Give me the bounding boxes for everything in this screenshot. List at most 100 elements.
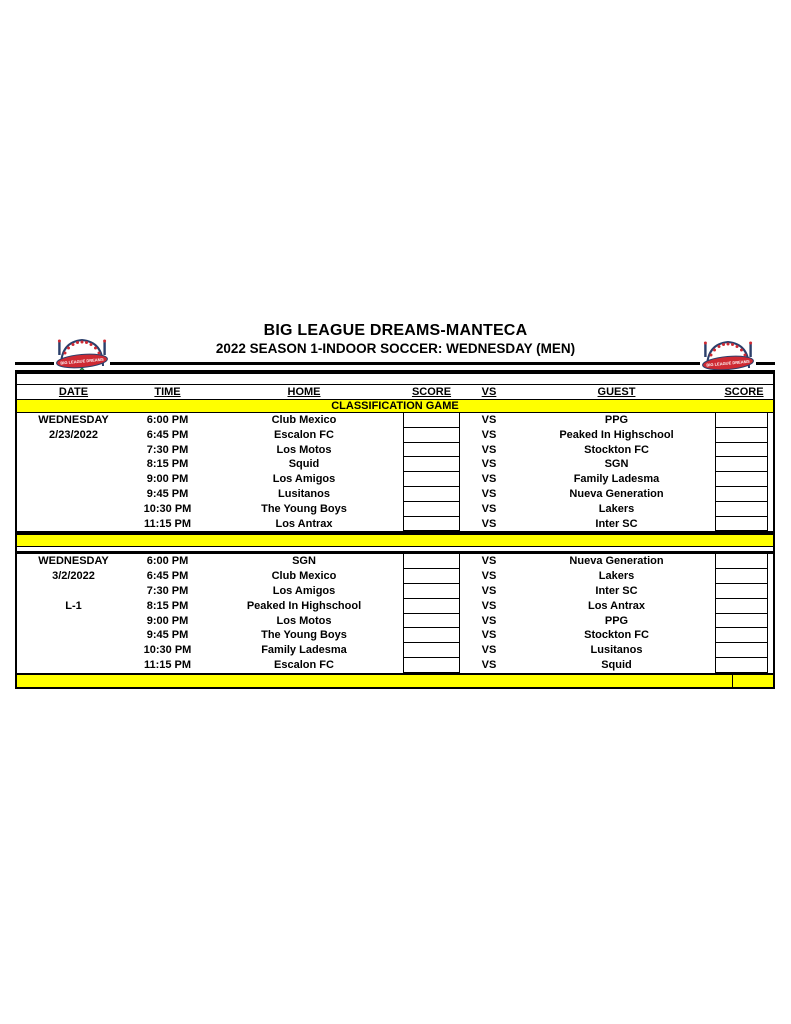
home-score-box [403, 554, 460, 570]
home-score-box [403, 583, 460, 599]
game-row: 3/2/2022 6:45 PM Club Mexico VS Lakers [17, 569, 773, 584]
home-team: Club Mexico [271, 570, 337, 583]
guest-score-box [715, 427, 768, 443]
separator-gap [17, 547, 773, 552]
guest-score-cell [715, 613, 773, 629]
vs-label: VS [481, 570, 497, 583]
guest-score-box [715, 598, 768, 614]
page-subtitle: 2022 SEASON 1-INDOOR SOCCER: WEDNESDAY (… [215, 341, 576, 356]
home-team: Los Antrax [275, 517, 333, 530]
schedule-date [17, 643, 130, 658]
guest-team: Lakers [598, 570, 635, 583]
home-team: The Young Boys [261, 502, 347, 515]
game-time: 11:15 PM [143, 517, 192, 530]
home-score-box [403, 643, 460, 658]
header-rule [15, 362, 775, 365]
vs-label: VS [481, 599, 497, 612]
game-row: 10:30 PM Family Ladesma VS Lusitanos [17, 643, 773, 658]
vs-label: VS [481, 644, 497, 657]
guest-score-cell [715, 516, 773, 532]
home-team: The Young Boys [261, 629, 347, 642]
guest-score-box [715, 628, 768, 644]
game-time: 6:45 PM [146, 570, 189, 583]
bottom-bar [17, 672, 773, 675]
guest-team: Stockton FC [584, 629, 649, 642]
vs-label: VS [481, 473, 497, 486]
game-time: 9:45 PM [146, 629, 189, 642]
vs-label: VS [481, 458, 497, 471]
vs-label: VS [481, 584, 497, 597]
vs-label: VS [481, 414, 497, 426]
schedule-date [17, 472, 130, 487]
game-time: 6:00 PM [146, 555, 189, 568]
game-time: 8:15 PM [146, 599, 189, 612]
game-row: WEDNESDAY 6:00 PM Club Mexico VS PPG [17, 413, 773, 428]
game-time: 6:45 PM [146, 428, 189, 441]
guest-score-box [715, 613, 768, 629]
vs-label: VS [481, 502, 497, 515]
schedule-date [17, 443, 130, 458]
game-row: 9:45 PM The Young Boys VS Stockton FC [17, 628, 773, 644]
column-header-home: HOME [287, 386, 321, 398]
separator-bar-top [17, 531, 773, 535]
schedule-date: 3/2/2022 [52, 570, 95, 583]
home-team: Squid [288, 458, 320, 471]
game-row: 11:15 PM Escalon FC VS Squid [17, 657, 773, 673]
guest-team: PPG [604, 614, 629, 627]
guest-score-box [715, 413, 768, 428]
home-team: Los Motos [276, 443, 332, 456]
guest-score-cell [715, 598, 773, 614]
vs-label: VS [481, 443, 497, 456]
guest-score-box [715, 457, 768, 473]
logo-banner-text: BIG LEAGUE DREAMS [60, 357, 104, 366]
home-team: Los Amigos [272, 584, 336, 597]
bottom-band-divider [732, 674, 733, 687]
guest-score-cell [715, 413, 773, 428]
guest-score-box [715, 472, 768, 487]
guest-score-cell [715, 657, 773, 673]
guest-team: Stockton FC [584, 443, 649, 456]
guest-team: Inter SC [595, 584, 638, 597]
schedule-date: WEDNESDAY [38, 414, 109, 426]
game-time: 9:00 PM [146, 473, 189, 486]
vs-label: VS [481, 629, 497, 642]
schedule-date [17, 517, 130, 532]
schedule-block-2: WEDNESDAY 6:00 PM SGN VS Nueva Generation 3/2… [17, 554, 773, 673]
column-header-score2: SCORE [724, 386, 764, 398]
guest-team: PPG [604, 414, 629, 426]
guest-score-cell [715, 486, 773, 502]
home-score-box [403, 657, 460, 673]
home-score-box [403, 413, 460, 428]
home-score-box [403, 516, 460, 532]
home-team: Lusitanos [278, 487, 330, 500]
guest-score-box [715, 501, 768, 517]
game-row: 9:00 PM Los Amigos VS Family Ladesma [17, 472, 773, 487]
home-score-box [403, 628, 460, 644]
guest-team: SGN [604, 458, 629, 471]
home-team: Los Amigos [272, 473, 336, 486]
home-team: Los Motos [276, 614, 332, 627]
guest-score-box [715, 583, 768, 599]
schedule-date [17, 457, 130, 472]
game-row: 9:45 PM Lusitanos VS Nueva Generation [17, 486, 773, 502]
schedule-date [17, 502, 130, 517]
vs-label: VS [481, 614, 497, 627]
schedule-date: 2/23/2022 [49, 428, 98, 441]
guest-score-cell [715, 583, 773, 599]
guest-score-box [715, 442, 768, 458]
schedule-date [17, 584, 130, 599]
guest-score-cell [715, 442, 773, 458]
home-score-box [403, 486, 460, 502]
home-team: Club Mexico [271, 414, 337, 426]
page-title: BIG LEAGUE DREAMS-MANTECA [263, 322, 528, 339]
guest-team: Family Ladesma [573, 473, 660, 486]
home-score-box [403, 501, 460, 517]
guest-team: Nueva Generation [569, 555, 664, 568]
guest-score-cell [715, 427, 773, 443]
block-separator [17, 531, 773, 555]
home-score-box [403, 613, 460, 629]
guest-score-box [715, 516, 768, 532]
game-row: 7:30 PM Los Amigos VS Inter SC [17, 583, 773, 599]
game-time: 11:15 PM [143, 658, 192, 671]
game-row: 7:30 PM Los Motos VS Stockton FC [17, 442, 773, 458]
